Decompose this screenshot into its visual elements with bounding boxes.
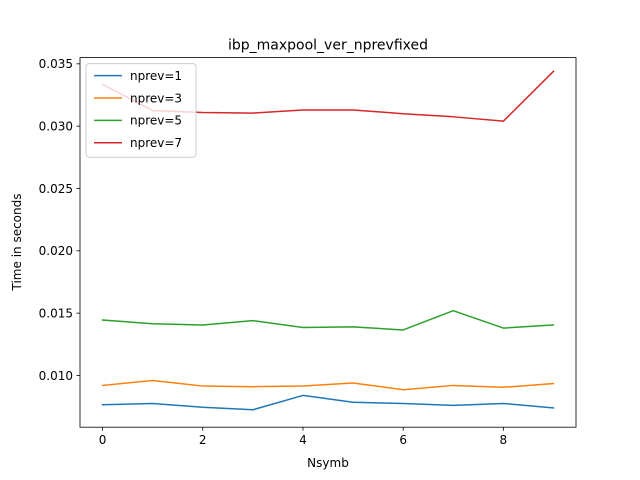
x-axis-label: Nsymb [307,456,349,470]
y-tick-label: 0.015 [39,306,73,320]
x-tick-label: 4 [299,433,307,447]
x-tick-label: 8 [500,433,508,447]
chart-title: ibp_maxpool_ver_nprevfixed [228,38,428,54]
series-line-1 [101,394,555,411]
x-tick-label: 0 [99,433,107,447]
legend-label-3: nprev=5 [130,114,182,128]
series-line-3 [101,309,555,331]
plot-frame [79,57,577,428]
axes-layer: 0 2 4 6 8 0.010 0.015 0.020 0.025 0.030 0.035 [39,57,577,447]
y-tick-label: 0.010 [39,369,73,383]
legend-label-4: nprev=7 [130,136,182,150]
y-tick-label: 0.025 [39,182,73,196]
legend: nprev=1 nprev=3 nprev=5 nprev=7 [85,63,197,158]
legend-label-2: nprev=3 [130,91,182,105]
x-tick-label: 6 [399,433,407,447]
legend-box [85,63,197,158]
legend-label-1: nprev=1 [130,69,182,83]
y-axis-label: Time in seconds [10,194,24,292]
series-line-2 [101,379,555,391]
y-tick-label: 0.035 [39,57,73,71]
y-tick-label: 0.030 [39,119,73,133]
x-tick-label: 2 [199,433,207,447]
y-tick-label: 0.020 [39,244,73,258]
